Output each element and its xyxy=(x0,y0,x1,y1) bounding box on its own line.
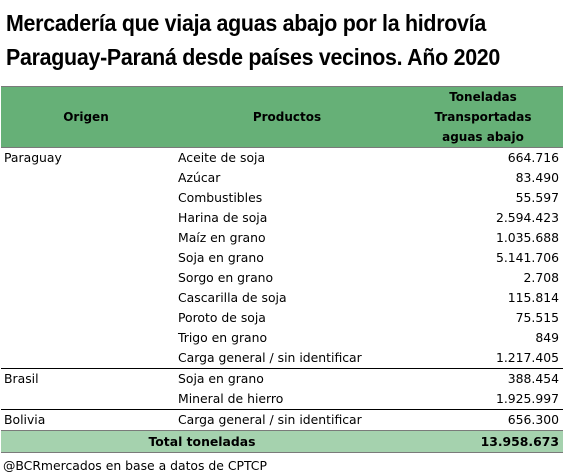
table-row: Brasil Soja en grano 388.454 xyxy=(1,368,563,389)
cell-origin xyxy=(1,228,171,248)
cell-tons: 2.594.423 xyxy=(495,210,559,225)
cell-tons: 388.454 xyxy=(403,368,563,389)
total-value: 13.958.673 xyxy=(403,430,563,453)
cell-tons: 55.597 xyxy=(515,190,559,205)
table-body: Paraguay Aceite de soja 664.716 Azúcar 83.49… xyxy=(1,148,563,453)
cell-origin xyxy=(1,389,171,410)
cell-product: Harina de soja xyxy=(178,210,268,225)
cell-origin xyxy=(1,208,171,228)
table-row: Maíz en grano 1.035.688 xyxy=(1,228,563,248)
cell-tons: 115.814 xyxy=(507,290,559,305)
cell-product: Aceite de soja xyxy=(178,150,266,165)
header-tons: Toneladas Transportadas aguas abajo xyxy=(403,86,563,148)
cell-tons: 1.925.997 xyxy=(495,391,559,406)
cell-tons: 75.515 xyxy=(515,310,559,325)
table-row: Soja en grano 5.141.706 xyxy=(1,248,563,268)
cell-product: Poroto de soja xyxy=(178,310,266,325)
cell-origin: Paraguay xyxy=(4,150,62,165)
header-products: Productos xyxy=(171,86,403,148)
cell-tons: 83.490 xyxy=(515,170,559,185)
source-note: @BCRmercados en base a datos de CPTCP xyxy=(3,458,267,473)
table-row: Mineral de hierro 1.925.997 xyxy=(1,389,563,410)
cell-origin xyxy=(1,268,171,288)
table-row: Poroto de soja 75.515 xyxy=(1,308,563,328)
cell-origin xyxy=(1,308,171,328)
header-tons-line-2: aguas abajo xyxy=(442,130,524,144)
cell-product: Soja en grano xyxy=(178,250,264,265)
cell-tons: 1.035.688 xyxy=(495,230,559,245)
cell-product: Mineral de hierro xyxy=(178,391,284,406)
cell-origin xyxy=(1,188,171,208)
cell-product: Maíz en grano xyxy=(178,230,266,245)
cell-origin xyxy=(1,328,171,348)
table-row: Combustibles 55.597 xyxy=(1,188,563,208)
table-row: Harina de soja 2.594.423 xyxy=(1,208,563,228)
cell-origin: Bolivia xyxy=(1,409,171,431)
cell-product: Sorgo en grano xyxy=(178,270,274,285)
table-row: Trigo en grano 849 xyxy=(1,328,563,348)
total-label: Total toneladas xyxy=(1,430,403,453)
header-tons-line-1: Toneladas Transportadas xyxy=(434,90,532,124)
cell-tons: 656.300 xyxy=(403,409,563,431)
cell-tons: 5.141.706 xyxy=(495,250,559,265)
total-row: Total toneladas 13.958.673 xyxy=(1,430,563,453)
table-row: Cascarilla de soja 115.814 xyxy=(1,288,563,308)
table-row: Azúcar 83.490 xyxy=(1,168,563,188)
table-row: Sorgo en grano 2.708 xyxy=(1,268,563,288)
title-line-1: Mercadería que viaja aguas abajo por la … xyxy=(6,10,486,36)
cell-tons: 2.708 xyxy=(523,270,559,285)
cell-product: Azúcar xyxy=(178,170,221,185)
cell-origin xyxy=(1,168,171,188)
cell-tons: 849 xyxy=(535,330,559,345)
cell-origin: Brasil xyxy=(1,368,171,389)
cell-product: Trigo en grano xyxy=(178,330,268,345)
cell-product: Combustibles xyxy=(178,190,263,205)
cell-origin xyxy=(1,348,171,369)
title-line-2: Paraguay-Paraná desde países vecinos. Añ… xyxy=(6,44,501,70)
header-origin: Origen xyxy=(1,86,171,148)
table-row: Bolivia Carga general / sin identificar 65… xyxy=(1,409,563,431)
cell-product: Carga general / sin identificar xyxy=(171,409,403,431)
table-header-row: Origen Productos Toneladas Transportadas… xyxy=(1,86,563,148)
cell-origin xyxy=(1,248,171,268)
table-row: Carga general / sin identificar 1.217.405 xyxy=(1,348,563,369)
cell-product: Carga general / sin identificar xyxy=(178,350,362,365)
data-table: Origen Productos Toneladas Transportadas… xyxy=(1,86,563,453)
table-row: Paraguay Aceite de soja 664.716 xyxy=(1,148,563,169)
cell-product: Soja en grano xyxy=(171,368,403,389)
cell-tons: 1.217.405 xyxy=(495,350,559,365)
cell-product: Cascarilla de soja xyxy=(178,290,287,305)
chart-title: Mercadería que viaja aguas abajo por la … xyxy=(6,6,522,74)
cell-origin xyxy=(1,288,171,308)
cell-tons: 664.716 xyxy=(507,150,559,165)
